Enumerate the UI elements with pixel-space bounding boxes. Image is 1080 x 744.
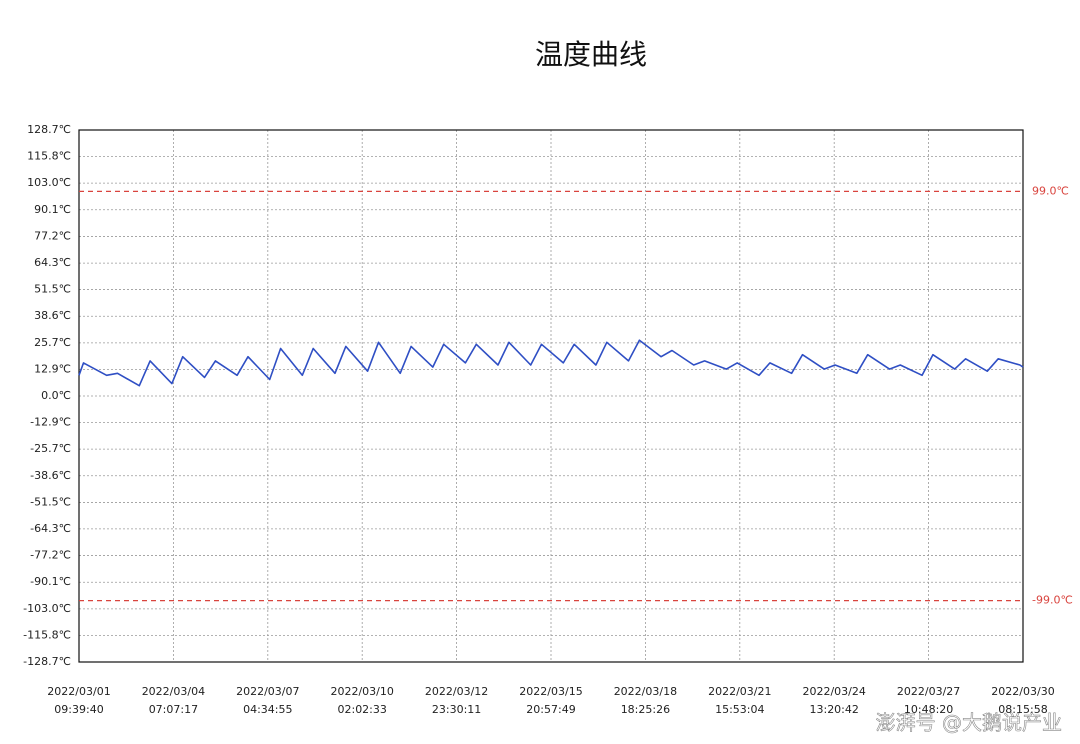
watermark: 澎湃号 @大鹅说产业 (876, 711, 1062, 735)
x-tick-time: 13:20:42 (809, 703, 858, 716)
y-tick-label: -90.1℃ (30, 575, 71, 588)
x-tick-date: 2022/03/01 (47, 685, 110, 698)
y-tick-label: -115.8℃ (23, 628, 71, 641)
chart-title: 温度曲线 (535, 38, 647, 71)
x-tick-date: 2022/03/10 (330, 685, 393, 698)
x-tick-label: 2022/03/27 10:48:20 (897, 685, 960, 716)
x-tick-date: 2022/03/18 (614, 685, 677, 698)
y-tick-label: 77.2℃ (34, 229, 71, 242)
y-tick-label: 38.6℃ (34, 309, 71, 322)
y-tick-label: -12.9℃ (30, 416, 71, 429)
y-tick-label: -25.7℃ (30, 442, 71, 455)
x-tick-date: 2022/03/12 (425, 685, 488, 698)
threshold-label: 99.0℃ (1032, 184, 1069, 197)
x-tick-date: 2022/03/30 (991, 685, 1054, 698)
y-tick-label: 115.8℃ (27, 150, 71, 163)
y-tick-label: 64.3℃ (34, 256, 71, 269)
y-tick-label: -64.3℃ (30, 522, 71, 535)
x-tick-time: 20:57:49 (526, 703, 575, 716)
x-tick-time: 18:25:26 (621, 703, 670, 716)
threshold-label: -99.0℃ (1032, 594, 1073, 607)
x-tick-time: 07:07:17 (149, 703, 198, 716)
x-tick-label: 2022/03/15 20:57:49 (519, 685, 582, 716)
y-tick-label: 90.1℃ (34, 203, 71, 216)
x-tick-label: 2022/03/01 09:39:40 (47, 685, 110, 716)
x-tick-date: 2022/03/07 (236, 685, 299, 698)
x-tick-label: 2022/03/30 08:15:58 (991, 685, 1054, 716)
x-tick-time: 08:15:58 (998, 703, 1047, 716)
x-tick-date: 2022/03/24 (802, 685, 865, 698)
x-tick-time: 15:53:04 (715, 703, 764, 716)
y-tick-label: -103.0℃ (23, 602, 71, 615)
x-tick-date: 2022/03/15 (519, 685, 582, 698)
y-tick-label: -128.7℃ (23, 655, 71, 668)
x-tick-label: 2022/03/10 02:02:33 (330, 685, 393, 716)
x-tick-time: 04:34:55 (243, 703, 292, 716)
x-tick-label: 2022/03/21 15:53:04 (708, 685, 771, 716)
y-tick-label: 0.0℃ (41, 389, 71, 402)
x-tick-label: 2022/03/07 04:34:55 (236, 685, 299, 716)
x-tick-time: 02:02:33 (337, 703, 386, 716)
x-tick-time: 10:48:20 (904, 703, 953, 716)
x-tick-label: 2022/03/24 13:20:42 (802, 685, 865, 716)
y-tick-label: 51.5℃ (34, 283, 71, 296)
x-tick-date: 2022/03/27 (897, 685, 960, 698)
x-tick-label: 2022/03/18 18:25:26 (614, 685, 677, 716)
y-tick-label: 12.9℃ (34, 362, 71, 375)
temperature-line (78, 339, 1024, 387)
x-tick-date: 2022/03/04 (142, 685, 205, 698)
y-tick-label: 128.7℃ (27, 123, 71, 136)
y-tick-label: -77.2℃ (30, 549, 71, 562)
x-tick-time: 23:30:11 (432, 703, 481, 716)
x-tick-label: 2022/03/04 07:07:17 (142, 685, 205, 716)
y-tick-label: -51.5℃ (30, 495, 71, 508)
x-tick-time: 09:39:40 (54, 703, 103, 716)
y-tick-label: 103.0℃ (27, 176, 71, 189)
plot-frame (78, 129, 1024, 663)
x-tick-label: 2022/03/12 23:30:11 (425, 685, 488, 716)
y-tick-label: -38.6℃ (30, 469, 71, 482)
x-tick-date: 2022/03/21 (708, 685, 771, 698)
y-tick-label: 25.7℃ (34, 336, 71, 349)
